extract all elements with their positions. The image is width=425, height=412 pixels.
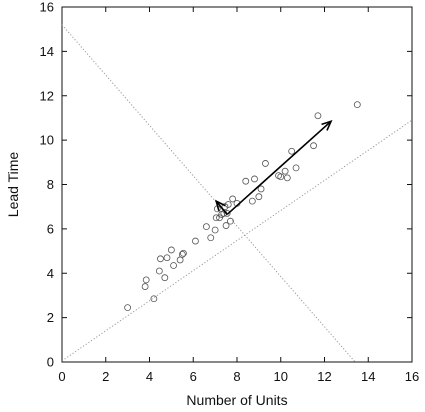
data-point (248, 197, 256, 205)
x-tick-label: 2 (102, 369, 109, 384)
data-point (222, 222, 230, 229)
y-tick-label: 8 (47, 177, 54, 192)
data-point (281, 167, 289, 175)
y-tick-label: 4 (47, 266, 54, 281)
x-tick-label: 12 (317, 369, 331, 384)
y-tick-label: 10 (40, 133, 54, 148)
x-axis-ticks: 0 2 4 6 8 10 12 14 16 (58, 7, 419, 384)
y-axis-ticks: 0 2 4 6 8 10 12 14 16 (40, 0, 412, 370)
arrow-shaft-1 (215, 200, 228, 215)
x-tick-label: 4 (146, 369, 153, 384)
data-point (212, 214, 220, 222)
data-point (314, 112, 322, 120)
arrow-head-0 (321, 119, 333, 131)
data-point (223, 209, 231, 217)
data-point (167, 246, 175, 254)
data-point (277, 173, 285, 181)
data-point (283, 174, 291, 182)
x-axis-title: Number of Units (186, 392, 287, 408)
plot-frame (61, 6, 413, 363)
data-point (180, 249, 187, 257)
data-point (310, 142, 317, 150)
plot-area (61, 6, 413, 363)
data-point (242, 177, 250, 185)
x-tick-label: 0 (58, 369, 65, 384)
data-point (216, 214, 223, 222)
data-point (251, 175, 258, 183)
data-point (142, 276, 150, 284)
direction-arrows (214, 119, 333, 216)
x-tick-label: 14 (361, 369, 375, 384)
data-point (255, 193, 263, 201)
data-point (257, 185, 265, 193)
y-tick-label: 6 (47, 221, 54, 236)
y-tick-label: 16 (40, 0, 54, 15)
data-point (192, 237, 199, 245)
data-point (157, 255, 164, 263)
data-point (124, 304, 132, 312)
data-point (170, 262, 177, 269)
data-point (161, 274, 169, 282)
arrow-shaft-0 (226, 120, 332, 216)
y-tick-label: 12 (40, 88, 54, 103)
y-axis-title: Lead Time (5, 152, 21, 218)
data-point (262, 160, 269, 167)
data-point (202, 223, 210, 231)
data-point (178, 250, 186, 258)
data-point (211, 226, 219, 234)
data-point (292, 164, 300, 172)
guide-line-1 (61, 24, 356, 363)
x-tick-label: 16 (405, 369, 419, 384)
data-point (176, 256, 184, 264)
data-points (124, 101, 361, 312)
data-point (229, 195, 237, 203)
data-point (353, 101, 361, 109)
data-point (227, 217, 234, 225)
data-point (150, 295, 158, 303)
arrow-head-1 (214, 199, 226, 211)
y-tick-label: 0 (47, 355, 54, 370)
data-point (288, 147, 296, 155)
x-tick-label: 6 (190, 369, 197, 384)
guide-line-0 (61, 119, 413, 362)
x-tick-label: 8 (233, 369, 240, 384)
guide-lines (61, 24, 413, 363)
data-point (207, 234, 215, 242)
data-point (141, 283, 149, 290)
data-point (163, 254, 171, 262)
x-tick-label: 10 (274, 369, 288, 384)
data-point (155, 267, 163, 275)
y-tick-label: 14 (40, 44, 54, 59)
y-tick-label: 2 (47, 310, 54, 325)
data-point (224, 201, 232, 208)
